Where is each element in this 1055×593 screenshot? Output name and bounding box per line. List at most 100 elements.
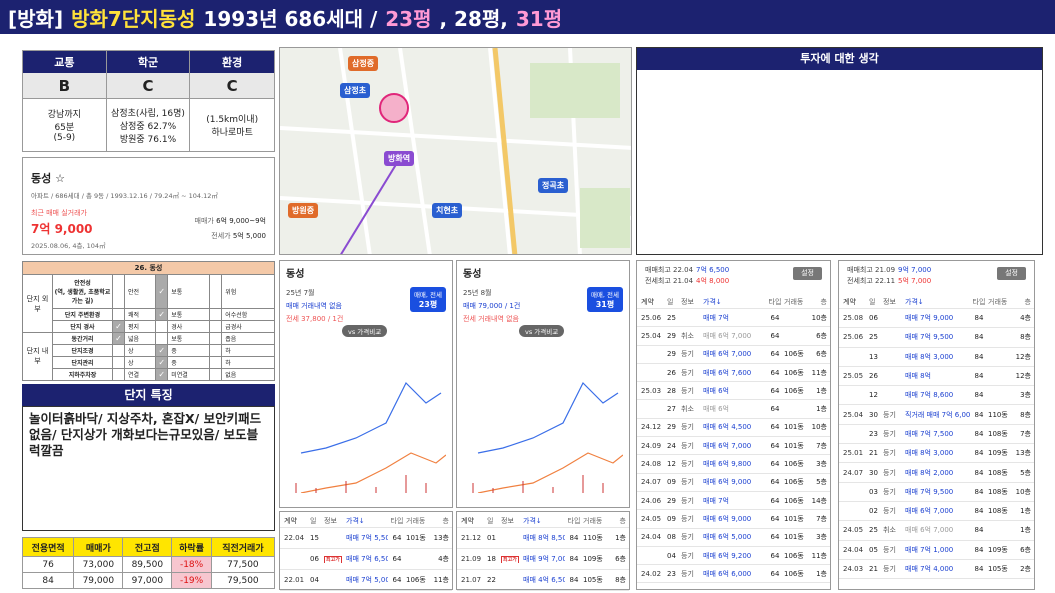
trend-chart xyxy=(472,381,623,493)
trade-cell: 108동 xyxy=(988,468,1008,477)
trade-row: 24.05 09 등기 매매 6억 9,000 64 101동 7층 xyxy=(637,510,830,529)
trade-cell: 101동 xyxy=(406,534,426,542)
selector-size: 23평 xyxy=(418,300,438,309)
trade-cell: 매매 6억 9,000 xyxy=(703,514,752,523)
checklist-row: 단지 외부 안전성 (역, 생활권, 초품학교 가는 길) 안전 ✓ 보통 위험 xyxy=(22,274,275,333)
price-cell: 79,500 xyxy=(210,572,276,589)
list-head: 매매최고 22.04 7억 6,500 전세최고 21.04 4억 8,000 설정 xyxy=(637,265,830,295)
price-table: 전용면적 매매가 전고점 하락률 직전거래가 76 73,000 89,500 -18% 77,5… xyxy=(21,536,276,589)
trade-cell: 매매 7억 9,500 xyxy=(905,333,954,342)
checkbox xyxy=(209,307,223,321)
trade-row: 26 등기 매매 6억 7,600 64 106동 11층 xyxy=(637,364,830,383)
jeonse-label: 전세가 xyxy=(211,232,231,240)
col-header: 계약 xyxy=(641,297,654,306)
size-selector: 매매, 전세 31평 xyxy=(586,287,623,312)
trade-row: 21.07 22 매매 4억 6,500 84 105동 8층 xyxy=(457,570,629,591)
checkbox xyxy=(155,319,169,333)
trade-cell: 취소 xyxy=(681,405,694,414)
trade-cell: 04 xyxy=(310,576,319,584)
trade-cell: 84 xyxy=(974,468,984,477)
trade-cell: 18 xyxy=(487,555,496,563)
option: 중 xyxy=(167,343,211,357)
trade-cell: 6층 xyxy=(1020,545,1031,554)
trade-cell: 5층 xyxy=(816,478,827,487)
trade-cell: 21.09 xyxy=(461,555,482,563)
trade-row: 25.04 30 등기 직거래 매매 7억 6,000 84 110동 8층 xyxy=(839,405,1034,425)
trade-cell: 3층 xyxy=(1020,391,1031,400)
trade-cell: 매매 7억 xyxy=(703,313,729,322)
grade-headers: 환경 xyxy=(222,56,243,69)
trade-cell: 3층 xyxy=(816,460,827,469)
title-part: 1993년 686세대 / xyxy=(203,6,378,31)
trade-cell: 64 xyxy=(770,423,780,432)
trade-cell: 24.02 xyxy=(641,569,662,578)
trade-cell: 등기 xyxy=(681,569,694,578)
trade-cell: 84 xyxy=(569,534,579,542)
option: 상 xyxy=(123,355,157,369)
checkbox xyxy=(112,355,125,369)
trade-cell: 등기 xyxy=(681,460,694,469)
checkbox: ✓ xyxy=(155,274,169,309)
chart-name: 동성 xyxy=(463,269,482,280)
trade-cell: 84 xyxy=(974,391,984,400)
trade-cell: 108동 xyxy=(988,507,1008,516)
trade-cell: 28 xyxy=(667,386,676,395)
trade-cell: 84 xyxy=(974,449,984,458)
trade-cell: 12층 xyxy=(1015,372,1031,381)
col-header: 가격↓ xyxy=(905,297,924,306)
trade-row: 02 등기 매매 6억 7,000 84 108동 1층 xyxy=(839,502,1034,522)
trade-cell: 최고가 xyxy=(501,555,523,563)
option: 평지 xyxy=(123,319,157,333)
col-header: 가격↓ xyxy=(703,297,722,306)
trade-row: 21.09 18 최고가 매매 9억 7,000 84 109동 6층 xyxy=(457,549,629,570)
option: 보통 xyxy=(167,307,211,321)
trade-cell: 03 xyxy=(869,487,878,496)
map-label: 치현초 xyxy=(432,203,463,218)
trade-cell: 등기 xyxy=(681,423,694,432)
trade-cell: 매매 6억 xyxy=(703,405,729,414)
tag: 최고가 xyxy=(501,556,519,563)
high-label: 전세최고 21.04 xyxy=(645,277,694,285)
trade-cell: 최고가 xyxy=(324,555,346,563)
trade-cell: 7층 xyxy=(816,441,827,450)
trade-cell: 2층 xyxy=(1020,565,1031,573)
price-header: 하락률 xyxy=(171,536,212,558)
trade-cell: 등기 xyxy=(883,429,896,438)
trade-cell: 매매 7억 8,600 xyxy=(905,391,954,400)
col-header: 가격↓ xyxy=(346,516,365,525)
price-cell: 84 xyxy=(21,572,75,589)
trade-header: 계약 일 정보 가격↓ 타입 거래동 층 xyxy=(280,514,452,528)
trade-cell: 29 xyxy=(667,423,676,432)
checkbox xyxy=(155,331,169,345)
trade-row: 24.08 12 등기 매매 6억 9,800 64 106동 3층 xyxy=(637,455,830,474)
checkbox xyxy=(209,355,223,369)
trade-cell: 취소 xyxy=(681,331,694,340)
price-row: 76 73,000 89,500 -18% 77,500 xyxy=(21,556,276,574)
trade-cell: 매매 6억 6,000 xyxy=(703,569,752,578)
trade-cell: 64 xyxy=(770,405,780,414)
chart-line1: 매매 79,000 / 1건 xyxy=(463,302,521,310)
trade-row: 24.04 05 등기 매매 7억 1,000 84 109동 6층 xyxy=(839,541,1034,560)
trade-cell: 64 xyxy=(770,496,780,505)
selector-type: 매매, 전세 xyxy=(590,291,619,299)
trade-cell: 106동 xyxy=(784,368,804,377)
trade-row: 24.06 29 등기 매매 7억 64 106동 14층 xyxy=(637,492,830,511)
trade-cell: 등기 xyxy=(883,545,896,554)
trade-cell: 1층 xyxy=(816,386,827,395)
trade-cell: 등기 xyxy=(883,507,896,516)
chart-line2: 전세 37,800 / 1건 xyxy=(286,315,344,323)
trade-cell: 84 xyxy=(974,487,984,496)
col-header: 타입 xyxy=(390,516,404,525)
map: 삼정중 삼정초 방화역 방원중 치현초 정곡초 xyxy=(279,47,632,255)
trade-cell: 27 xyxy=(667,405,676,414)
trade-cell: 24.09 xyxy=(641,441,662,450)
col-header: 층 xyxy=(619,516,626,525)
trade-cell: 105동 xyxy=(988,565,1008,573)
trade-cell: 24 xyxy=(667,441,676,450)
investment-title: 투자에 대한 생각 xyxy=(637,48,1042,70)
trade-cell: 26 xyxy=(869,372,878,381)
checkbox xyxy=(112,307,125,321)
trade-cell: 22.04 xyxy=(284,534,305,542)
